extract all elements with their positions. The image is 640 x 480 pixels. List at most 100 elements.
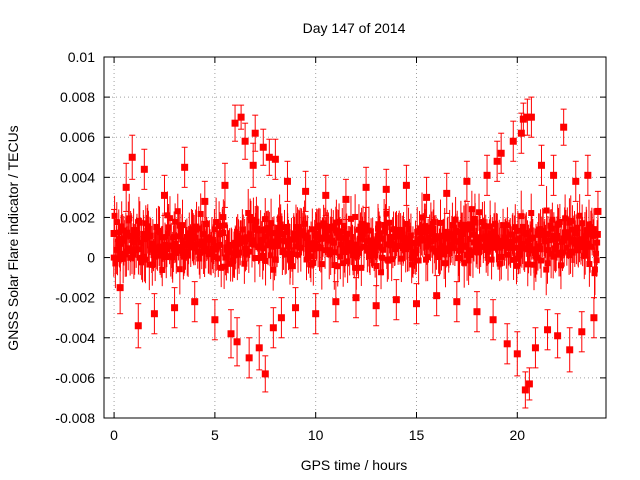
band-point xyxy=(111,212,118,219)
band-point xyxy=(361,243,368,250)
data-point xyxy=(134,322,142,330)
data-point xyxy=(352,294,360,302)
y-tick-label: -0.008 xyxy=(55,410,95,426)
band-point xyxy=(458,234,465,241)
band-point xyxy=(163,254,170,261)
band-point xyxy=(449,245,456,252)
band-point xyxy=(389,241,396,248)
band-point xyxy=(567,217,574,224)
band-point xyxy=(163,246,170,253)
band-point xyxy=(199,231,206,238)
band-point xyxy=(118,223,125,230)
band-point xyxy=(571,240,578,247)
data-point xyxy=(594,207,602,215)
band-point xyxy=(117,250,124,257)
y-tick-label: 0.01 xyxy=(68,49,95,65)
band-point xyxy=(354,245,361,252)
data-point xyxy=(259,143,267,151)
band-point xyxy=(397,227,404,234)
band-point xyxy=(383,210,390,217)
band-point xyxy=(430,219,437,226)
data-point xyxy=(550,171,558,179)
band-point xyxy=(487,230,494,237)
band-point xyxy=(422,223,429,230)
band-point xyxy=(250,241,257,248)
band-point xyxy=(491,228,498,235)
band-point xyxy=(179,222,186,229)
x-tick-label: 0 xyxy=(110,427,118,443)
x-tick-label: 5 xyxy=(211,427,219,443)
band-point xyxy=(467,251,474,258)
data-point xyxy=(191,298,199,306)
band-point xyxy=(574,224,581,231)
data-point xyxy=(519,115,527,123)
band-point xyxy=(305,248,312,255)
band-point xyxy=(557,262,564,269)
band-point xyxy=(236,249,243,256)
band-point xyxy=(172,240,179,247)
data-point xyxy=(201,197,209,205)
data-point xyxy=(463,177,471,185)
band-point xyxy=(347,215,354,222)
band-point xyxy=(245,248,252,255)
band-point xyxy=(304,234,311,241)
band-point xyxy=(455,247,462,254)
band-point xyxy=(138,259,145,266)
band-point xyxy=(550,253,557,260)
band-point xyxy=(590,226,597,233)
band-point xyxy=(468,225,475,232)
y-tick-label: -0.004 xyxy=(55,330,95,346)
band-point xyxy=(142,256,149,263)
data-point xyxy=(211,316,219,324)
band-point xyxy=(308,242,315,249)
band-point xyxy=(351,249,358,256)
band-point xyxy=(369,239,376,246)
band-point xyxy=(215,255,222,262)
band-point xyxy=(341,246,348,253)
band-point xyxy=(591,266,598,273)
band-point xyxy=(266,230,273,237)
band-point xyxy=(318,261,325,268)
band-point xyxy=(119,227,126,234)
band-point xyxy=(128,232,135,239)
band-point xyxy=(272,256,279,263)
band-point xyxy=(516,235,523,242)
band-point xyxy=(174,208,181,215)
band-point xyxy=(424,254,431,261)
band-point xyxy=(388,256,395,263)
band-point xyxy=(532,250,539,257)
band-point xyxy=(326,251,333,258)
band-point xyxy=(473,240,480,247)
data-point xyxy=(509,137,517,145)
data-point xyxy=(302,187,310,195)
band-point xyxy=(322,247,329,254)
band-point xyxy=(275,238,282,245)
band-point xyxy=(144,223,151,230)
band-point xyxy=(309,226,316,233)
data-point xyxy=(453,298,461,306)
band-point xyxy=(476,248,483,255)
data-point xyxy=(517,129,525,137)
band-point xyxy=(112,260,119,267)
band-point xyxy=(153,223,160,230)
band-point xyxy=(405,243,412,250)
data-point xyxy=(489,316,497,324)
plot-frame xyxy=(103,56,607,419)
band-point xyxy=(221,263,228,270)
band-point xyxy=(580,236,587,243)
data-point xyxy=(402,181,410,189)
band-point xyxy=(593,257,600,264)
band-point xyxy=(262,257,269,264)
band-point xyxy=(114,255,121,262)
band-point xyxy=(573,243,580,250)
band-point xyxy=(441,228,448,235)
band-point xyxy=(358,264,365,271)
band-point xyxy=(352,241,359,248)
band-point xyxy=(149,240,156,247)
band-point xyxy=(377,243,384,250)
band-point xyxy=(290,230,297,237)
data-point xyxy=(342,195,350,203)
band-point xyxy=(286,243,293,250)
band-point xyxy=(270,230,277,237)
band-point xyxy=(220,214,227,221)
